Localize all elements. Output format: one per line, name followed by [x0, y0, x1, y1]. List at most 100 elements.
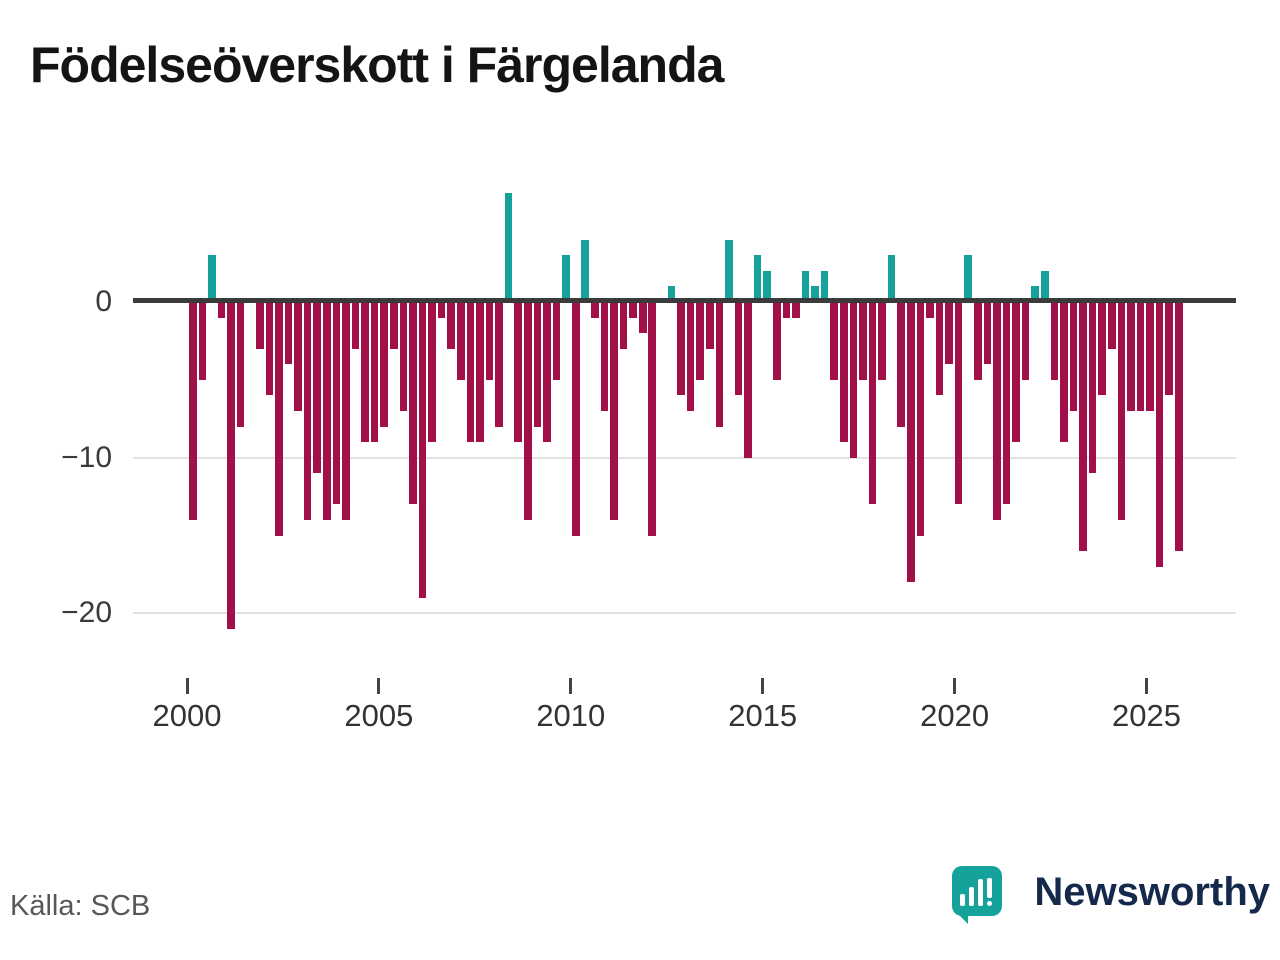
mini-bar [978, 879, 983, 906]
x-axis-tick-label: 2005 [344, 698, 414, 733]
bar [294, 302, 302, 411]
bar [830, 302, 838, 380]
mini-exclamation-dot [987, 901, 992, 906]
bar [1155, 302, 1164, 567]
bar [1146, 302, 1154, 411]
bar [409, 302, 417, 505]
bar [303, 302, 312, 520]
bar [198, 302, 207, 380]
bar [361, 302, 369, 443]
bar [1136, 302, 1145, 411]
brand-wordmark: Newsworthy [1034, 870, 1270, 914]
bar [1031, 286, 1039, 302]
bar [667, 286, 676, 302]
source-label: Källa: SCB [10, 890, 151, 922]
x-axis-tick [185, 678, 189, 694]
bar [533, 302, 542, 427]
bar [868, 302, 877, 505]
bar [600, 302, 609, 411]
bar [476, 302, 484, 443]
bar [571, 302, 580, 536]
bar [313, 302, 322, 474]
bar [648, 302, 657, 536]
x-axis-tick-label: 2000 [152, 698, 222, 733]
bar [734, 302, 743, 396]
bar [1069, 302, 1078, 411]
bar [227, 302, 235, 629]
bar [945, 302, 953, 365]
bar [1012, 302, 1020, 443]
bar [418, 302, 427, 598]
bar [887, 255, 896, 302]
bar [878, 302, 886, 380]
x-axis-tick [761, 678, 765, 694]
bar [323, 302, 331, 520]
bar [763, 270, 771, 302]
x-axis-tick-label: 2015 [728, 698, 798, 733]
mini-bar [969, 887, 974, 906]
bar [973, 302, 982, 380]
bar [1174, 302, 1183, 552]
bar [1002, 302, 1011, 505]
bar [1050, 302, 1059, 380]
bar [849, 302, 858, 458]
bar [1021, 302, 1030, 380]
chart-title: Födelseöverskott i Färgelanda [30, 37, 724, 93]
bar [1088, 302, 1097, 474]
x-axis-tick [1145, 678, 1148, 694]
bar [983, 302, 992, 365]
bar [437, 302, 446, 318]
x-axis-tick [953, 678, 957, 694]
bar [189, 302, 197, 520]
bar [1040, 270, 1049, 302]
bar [514, 302, 523, 443]
x-axis-tick-label: 2020 [920, 698, 990, 733]
gridline [133, 456, 1236, 459]
bar [686, 302, 695, 411]
bar [696, 302, 704, 380]
bar [725, 239, 733, 302]
bar [552, 302, 561, 380]
bar [610, 302, 618, 520]
bar [792, 302, 800, 318]
bar [390, 302, 398, 349]
bar [705, 302, 714, 349]
mini-bars [960, 876, 994, 906]
bar [782, 302, 791, 318]
bar [993, 302, 1001, 520]
bar [859, 302, 867, 380]
bar [954, 302, 963, 505]
bar [380, 302, 389, 427]
bar [1079, 302, 1087, 552]
bar [524, 302, 532, 520]
bar [208, 255, 216, 302]
bar [275, 302, 283, 536]
pin-tail [952, 908, 968, 924]
bar [370, 302, 379, 443]
bar [926, 302, 934, 318]
bar [428, 302, 436, 443]
bar [256, 302, 264, 349]
bar [964, 255, 972, 302]
bar [677, 302, 685, 396]
bar [342, 302, 350, 520]
bar [581, 239, 590, 302]
bar [1098, 302, 1106, 396]
bar [457, 302, 465, 380]
bar [504, 193, 513, 302]
bar [485, 302, 494, 380]
bar [1127, 302, 1135, 411]
y-axis-tick-label: 0 [95, 285, 112, 318]
bar [562, 255, 570, 302]
bar [495, 302, 503, 427]
bar [801, 270, 810, 302]
bar [1117, 302, 1126, 520]
newsworthy-pin-chart-icon [952, 866, 1002, 924]
bar [1107, 302, 1116, 349]
x-axis-tick [377, 678, 381, 694]
bar [351, 302, 360, 349]
bar [217, 302, 226, 318]
y-axis-tick-label: −20 [61, 596, 112, 630]
chart-plot-area: 0 −10 −20 2000 2005 2010 2015 2020 2025 [61, 193, 1236, 733]
